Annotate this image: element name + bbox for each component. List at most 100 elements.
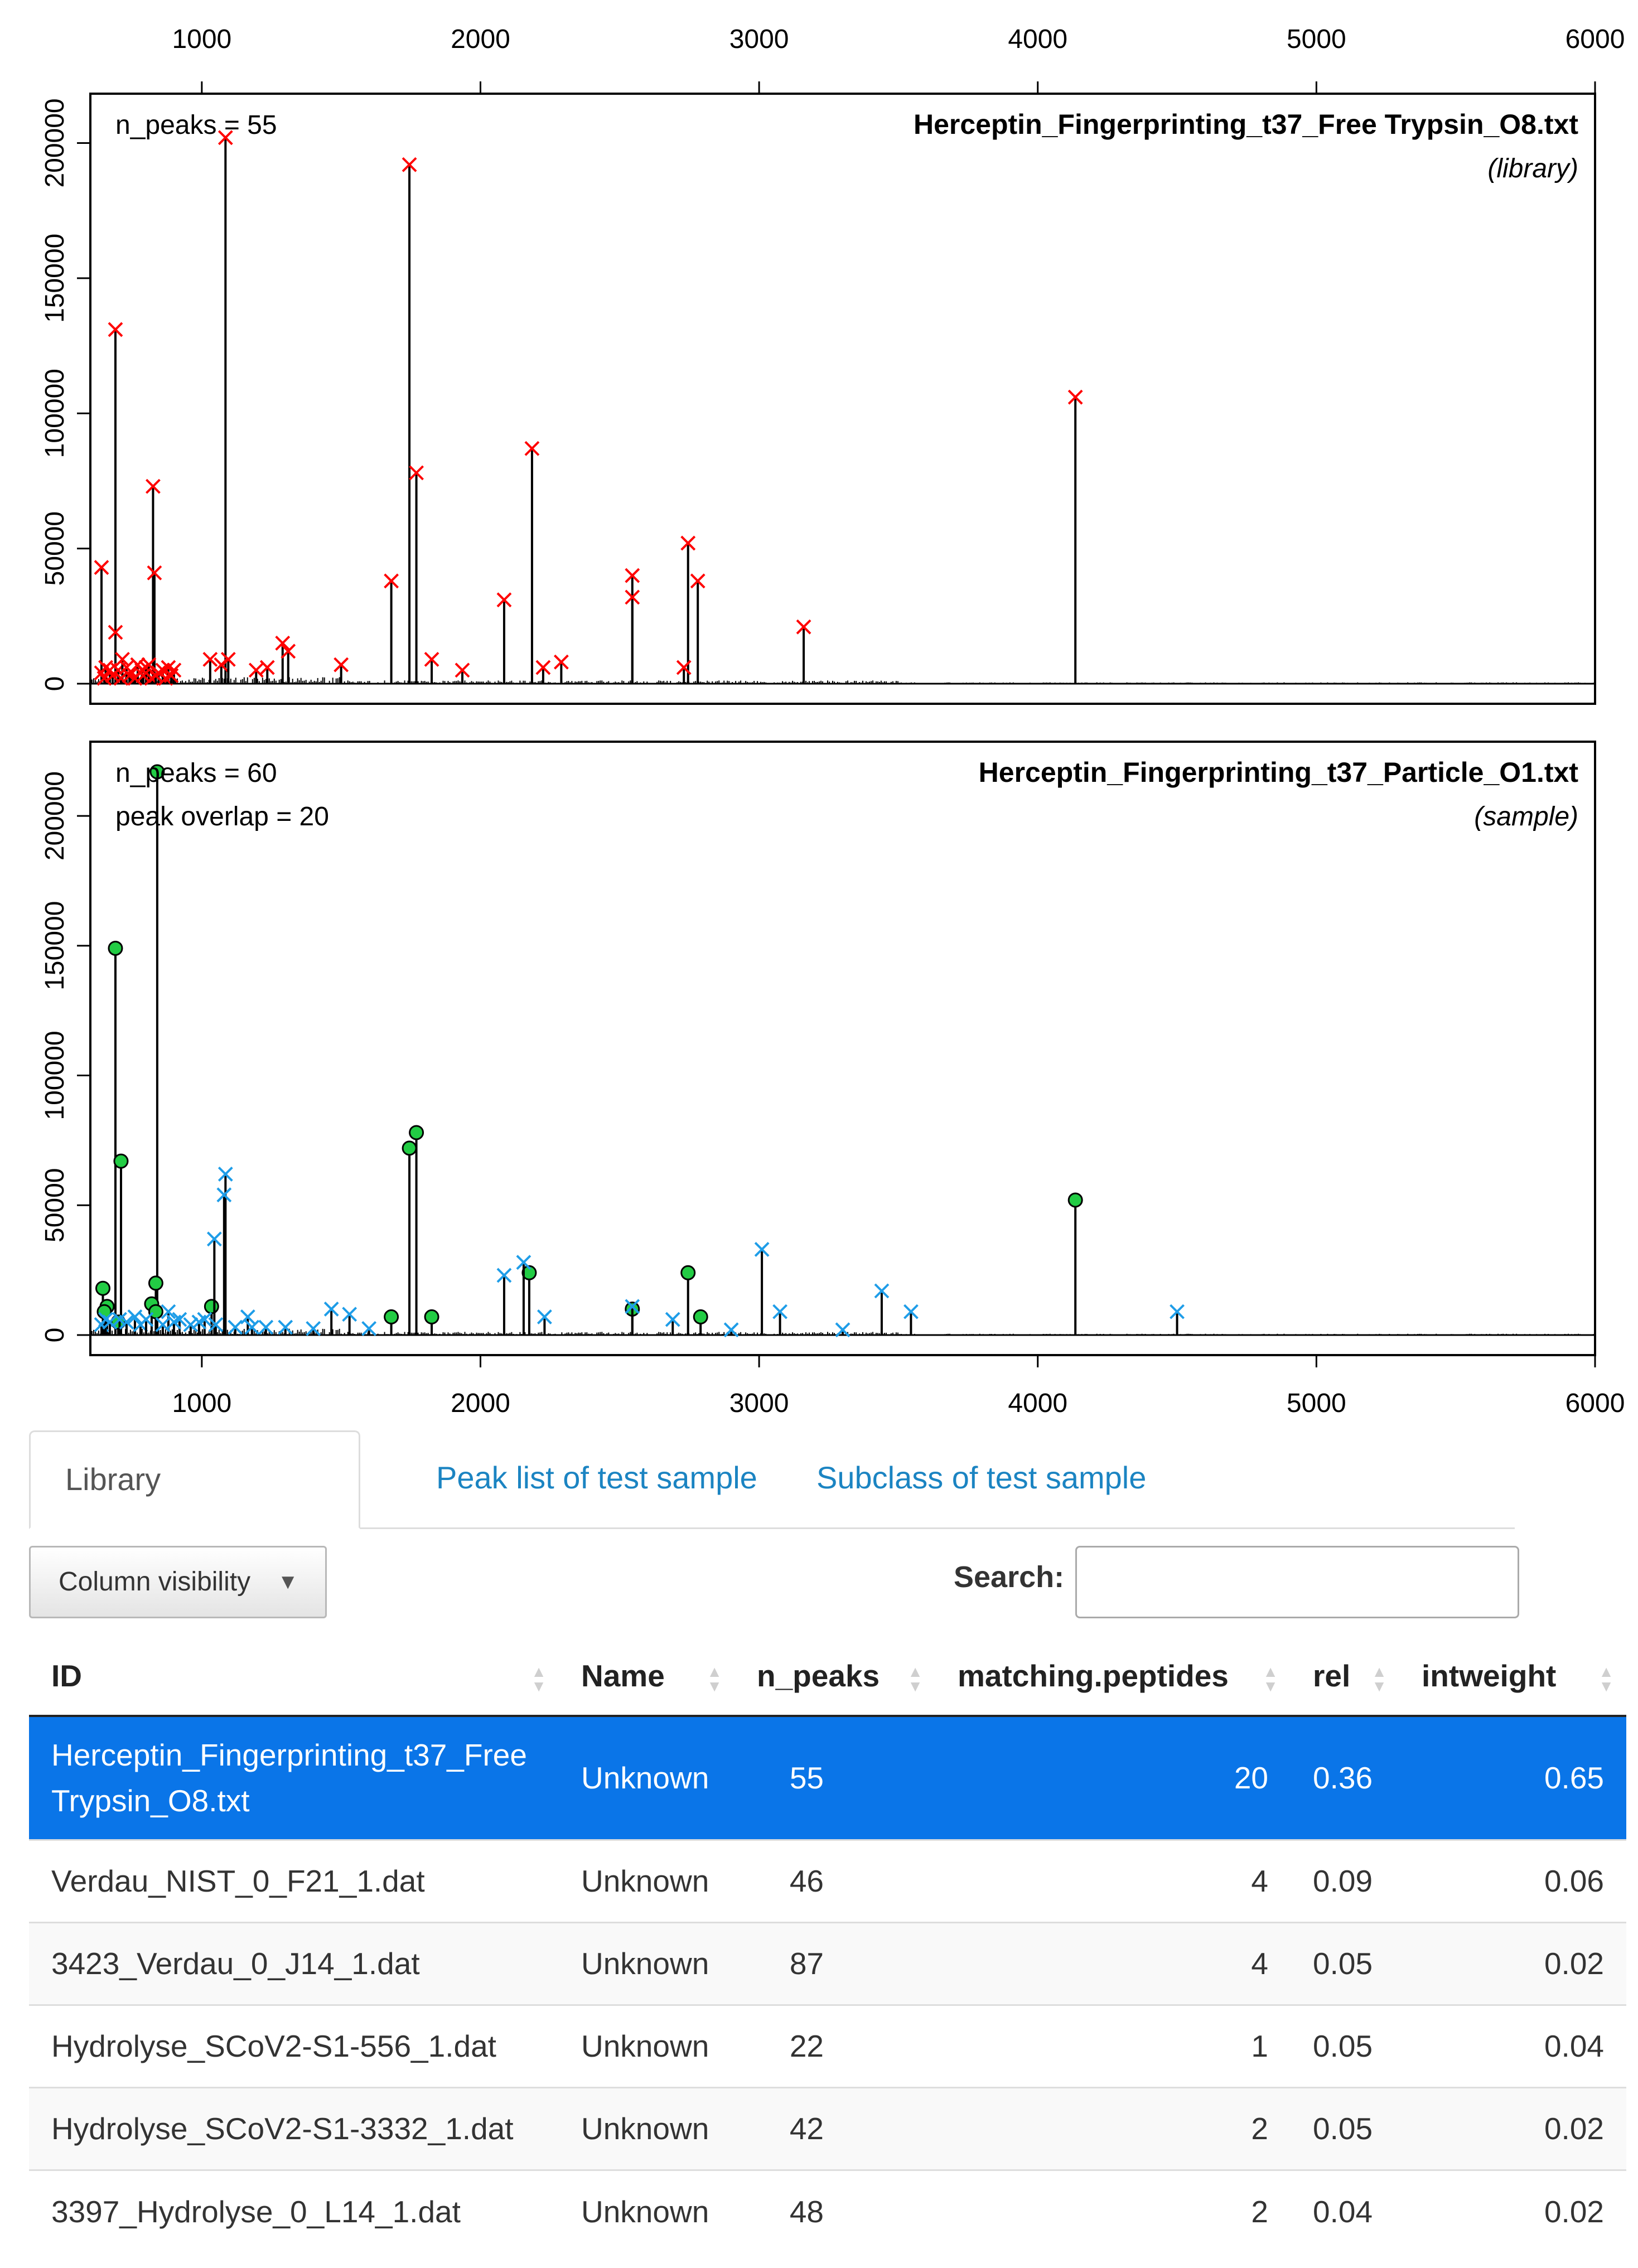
y-tick-label: 50000 bbox=[40, 1168, 70, 1242]
y-tick-label: 100000 bbox=[40, 1031, 70, 1120]
cell-matching-peptides: 1 bbox=[935, 2004, 1291, 2087]
cell-intweight: 0.02 bbox=[1399, 2169, 1626, 2252]
peak-marker-x bbox=[281, 644, 296, 659]
peak-marker-x bbox=[202, 651, 218, 667]
column-header-rel[interactable]: rel ▲ ▼ bbox=[1291, 1637, 1399, 1717]
peak-marker-x bbox=[220, 651, 236, 667]
x-tick-label: 3000 bbox=[729, 25, 789, 54]
x-tick-label: 4000 bbox=[1008, 25, 1067, 54]
peak-marker-x bbox=[1170, 1304, 1185, 1319]
panel-annotation: peak overlap = 20 bbox=[115, 802, 329, 831]
column-visibility-button[interactable]: Column visibility ▼ bbox=[29, 1546, 327, 1618]
peak-marker-x bbox=[259, 660, 275, 675]
peak-marker-x bbox=[228, 1319, 243, 1335]
sort-icon: ▲ ▼ bbox=[531, 1663, 547, 1695]
peak-marker-x bbox=[96, 670, 112, 686]
table-row[interactable]: Verdau_NIST_0_F21_1.dat Unknown 46 4 0.0… bbox=[29, 1839, 1626, 1922]
cell-n-peaks: 48 bbox=[735, 2169, 935, 2252]
peak-marker-x bbox=[754, 1241, 770, 1257]
peak-marker-x bbox=[342, 1307, 357, 1322]
cell-n-peaks: 42 bbox=[735, 2086, 935, 2170]
panel-title: Herceptin_Fingerprinting_t37_Particle_O1… bbox=[979, 757, 1579, 788]
peak-marker-matched bbox=[149, 764, 165, 780]
y-tick-label: 150000 bbox=[40, 901, 70, 990]
y-tick-label: 200000 bbox=[40, 771, 70, 860]
table-row[interactable]: 3423_Verdau_0_J14_1.dat Unknown 87 4 0.0… bbox=[29, 1921, 1626, 2005]
peak-marker-matched bbox=[409, 1125, 424, 1140]
peak-marker-x bbox=[206, 1231, 222, 1247]
cell-n-peaks: 87 bbox=[735, 1921, 935, 2005]
cell-matching-peptides: 4 bbox=[935, 1839, 1291, 1922]
tab-bar: Library comparison Peak list of test sam… bbox=[29, 1430, 1515, 1592]
spectrum-noise bbox=[90, 677, 1596, 684]
x-tick-label: 2000 bbox=[451, 1389, 510, 1418]
column-header-name[interactable]: Name ▲ ▼ bbox=[559, 1637, 735, 1717]
column-header-intweight[interactable]: intweight ▲ ▼ bbox=[1399, 1637, 1626, 1717]
peak-marker-x bbox=[535, 660, 551, 675]
column-visibility-label: Column visibility bbox=[59, 1567, 251, 1597]
cell-name: Unknown bbox=[559, 1716, 735, 1840]
peak-marker-x bbox=[723, 1322, 739, 1338]
cell-id: 3423_Verdau_0_J14_1.dat bbox=[29, 1921, 559, 2005]
peak-marker-x bbox=[105, 668, 120, 683]
peak-marker-matched bbox=[693, 1309, 708, 1324]
peak-marker-x bbox=[147, 565, 162, 581]
peak-marker-x bbox=[208, 1317, 224, 1332]
table-header-row: ID ▲ ▼ Name ▲ ▼ n_peaks ▲ ▼ matching.peptides ▲… bbox=[29, 1637, 1626, 1717]
peak-marker-x bbox=[874, 1283, 890, 1299]
search-label: Search: bbox=[954, 1560, 1065, 1594]
peak-marker-x bbox=[146, 478, 161, 494]
peak-marker-x bbox=[625, 589, 640, 605]
peak-marker-matched bbox=[113, 1153, 129, 1169]
peak-marker-matched bbox=[204, 1299, 219, 1314]
sort-icon: ▲ ▼ bbox=[1598, 1663, 1614, 1695]
cell-intweight: 0.02 bbox=[1399, 1921, 1626, 2005]
peak-marker-x bbox=[127, 1309, 143, 1324]
y-tick-label: 150000 bbox=[40, 234, 70, 323]
cell-rel: 0.05 bbox=[1291, 2086, 1399, 2170]
table-row-selected[interactable]: Herceptin_Fingerprinting_t37_Free Trypsi… bbox=[29, 1716, 1626, 1840]
cell-id: Hydrolyse_SCoV2-S1-556_1.dat bbox=[29, 2004, 559, 2087]
peak-marker-x bbox=[665, 1312, 680, 1327]
peak-marker-x bbox=[903, 1304, 919, 1319]
column-header-n-peaks[interactable]: n_peaks ▲ ▼ bbox=[735, 1637, 935, 1717]
y-tick-label: 0 bbox=[40, 1328, 70, 1343]
x-tick-label: 3000 bbox=[729, 1389, 789, 1418]
peak-marker-matched bbox=[148, 1304, 163, 1319]
peak-marker-x bbox=[455, 662, 470, 678]
tab-peak-list[interactable]: Peak list of test sample bbox=[436, 1460, 757, 1495]
cell-name: Unknown bbox=[559, 2004, 735, 2087]
peak-marker-x bbox=[240, 1309, 255, 1324]
peak-marker-x bbox=[537, 1309, 552, 1324]
peak-marker-x bbox=[102, 1314, 118, 1330]
column-header-id[interactable]: ID ▲ ▼ bbox=[29, 1637, 559, 1717]
table-row[interactable]: Hydrolyse_SCoV2-S1-3332_1.dat Unknown 42… bbox=[29, 2086, 1626, 2170]
spectrum-panel-1: 0 50000 100000 150000 200000 1000 2000 3000 4000… bbox=[40, 25, 1625, 705]
sort-icon: ▲ ▼ bbox=[907, 1663, 923, 1695]
column-header-matching-peptides[interactable]: matching.peptides ▲ ▼ bbox=[935, 1637, 1291, 1717]
table-row[interactable]: Hydrolyse_SCoV2-S1-556_1.dat Unknown 22 … bbox=[29, 2004, 1626, 2087]
peak-marker-matched bbox=[521, 1265, 537, 1280]
peak-marker-matched bbox=[680, 1265, 696, 1280]
cell-rel: 0.05 bbox=[1291, 1921, 1399, 2005]
panel-subtitle: (sample) bbox=[1474, 802, 1578, 831]
tab-subclass[interactable]: Subclass of test sample bbox=[816, 1460, 1147, 1495]
peak-marker-x bbox=[796, 619, 811, 635]
cell-n-peaks: 46 bbox=[735, 1839, 935, 1922]
x-tick-label: 1000 bbox=[172, 1389, 231, 1418]
tab-library-comparison[interactable]: Library comparison bbox=[29, 1430, 360, 1592]
peak-marker-x bbox=[191, 1314, 207, 1330]
cell-intweight: 0.02 bbox=[1399, 2086, 1626, 2170]
peak-marker-x bbox=[244, 1319, 260, 1335]
table-row[interactable]: 3397_Hydrolyse_0_L14_1.dat Unknown 48 2 … bbox=[29, 2169, 1626, 2252]
search-input[interactable] bbox=[1075, 1546, 1519, 1618]
peak-marker-x bbox=[183, 1317, 199, 1332]
y-tick-label: 100000 bbox=[40, 369, 70, 458]
peak-marker-x bbox=[625, 568, 640, 583]
x-tick-label: 6000 bbox=[1565, 25, 1625, 54]
peak-marker-matched bbox=[402, 1140, 417, 1156]
y-tick-label: 50000 bbox=[40, 511, 70, 586]
panel-frame bbox=[89, 93, 1596, 705]
peak-marker-matched bbox=[384, 1309, 399, 1324]
spectrum-panel-2: 0 50000 100000 150000 200000 1000 2000 3000 4000… bbox=[40, 741, 1625, 1418]
